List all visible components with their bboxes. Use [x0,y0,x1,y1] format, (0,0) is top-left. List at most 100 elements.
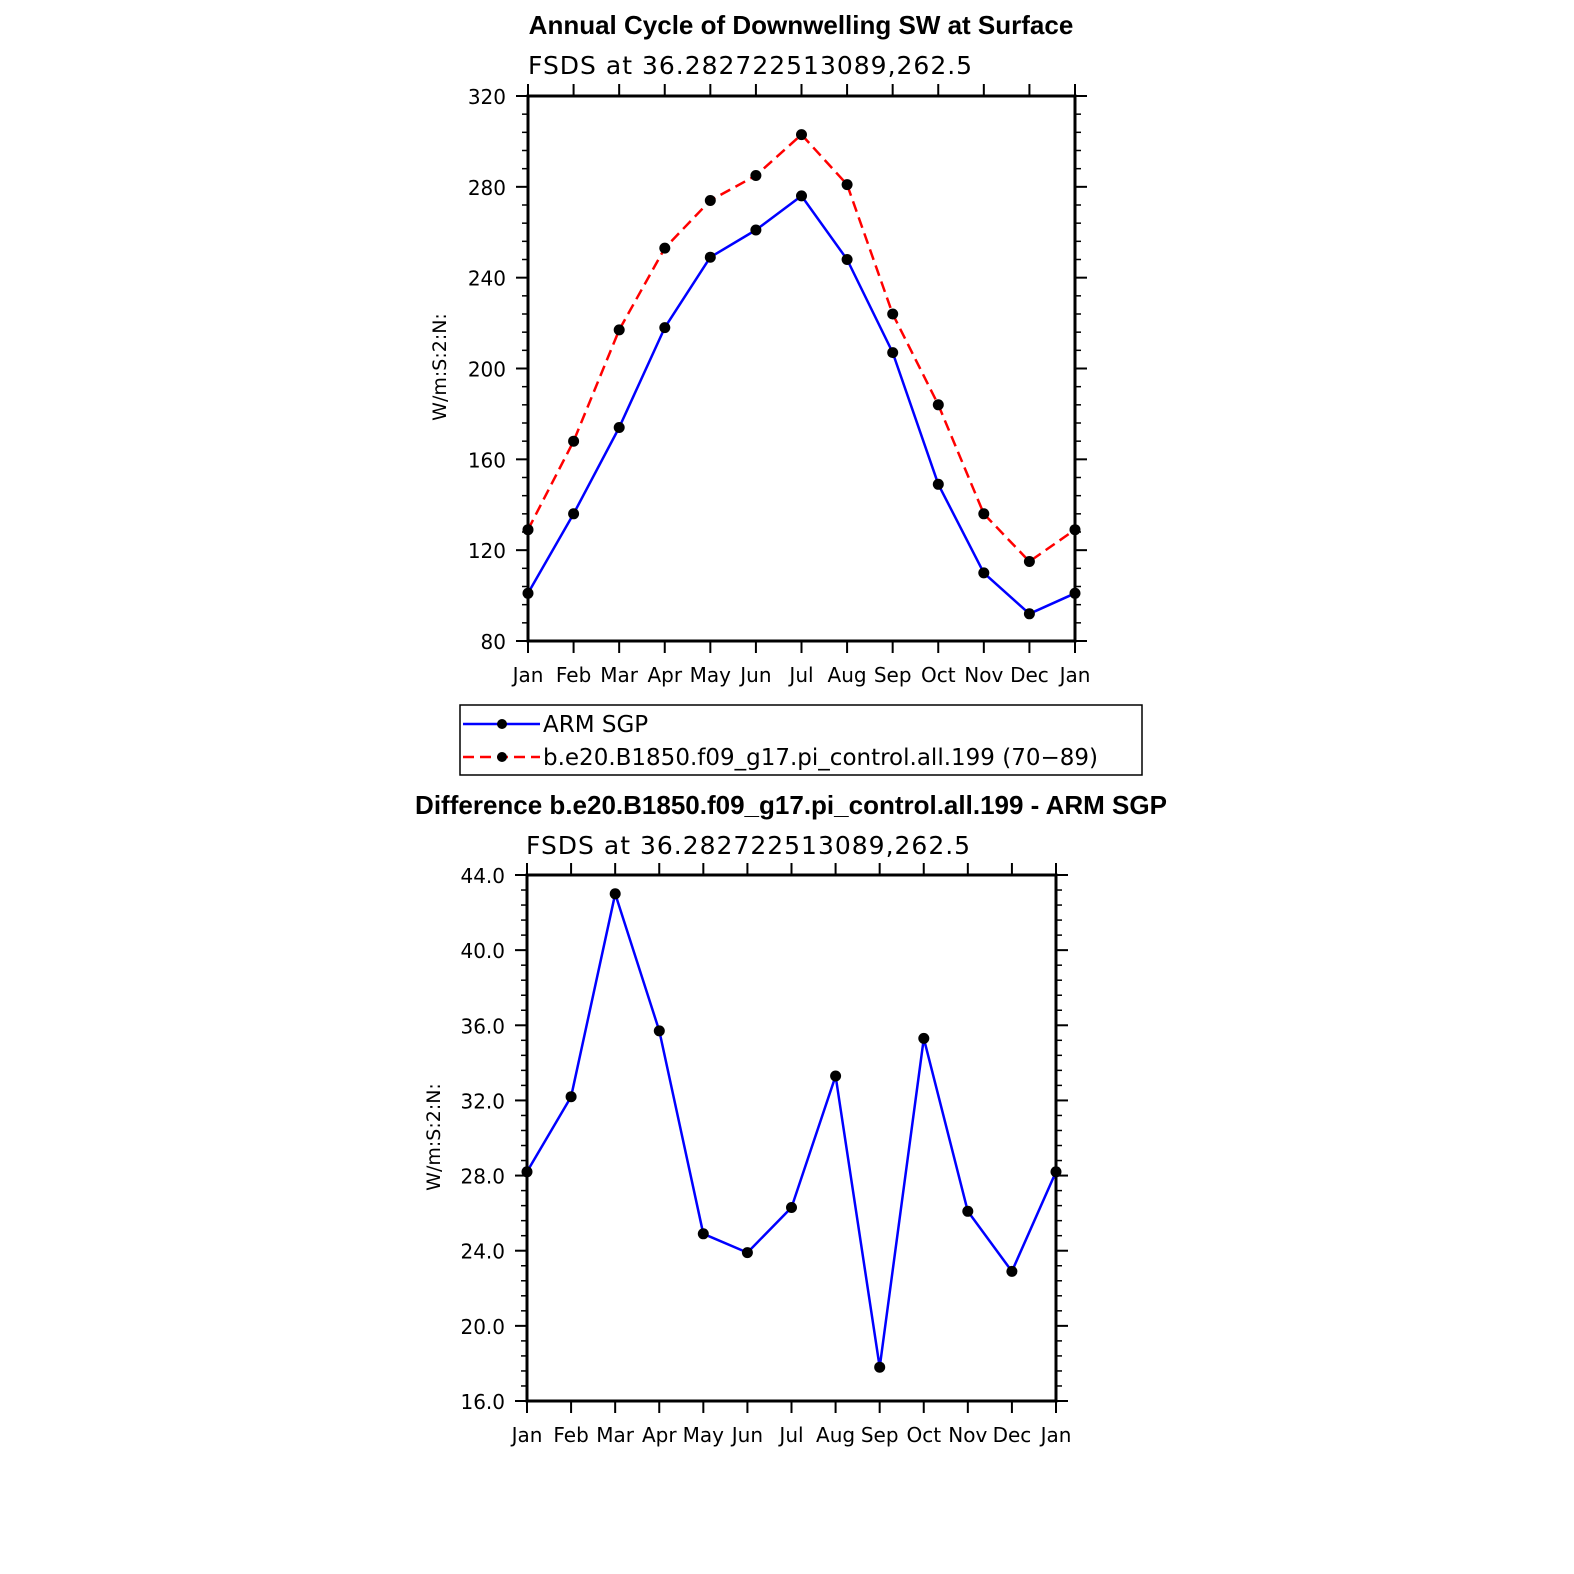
y-tick-label: 160 [468,448,506,472]
data-point [874,1361,886,1373]
chart-title: Difference b.e20.B1850.f09_g17.pi_contro… [415,790,1167,820]
y-tick-label: 20.0 [460,1315,505,1339]
x-tick-label: May [683,1423,725,1447]
data-point [841,179,853,191]
x-tick-label: Sep [874,663,912,687]
x-tick-label: Jul [787,663,813,687]
y-axis-label: W/m:S:2:N: [423,1083,445,1191]
x-tick-label: Oct [906,1423,941,1447]
data-point [522,587,534,599]
data-point [659,322,671,334]
data-point [741,1247,753,1259]
data-point [565,1091,577,1103]
data-point [841,254,853,265]
series-lines [521,888,1062,1373]
series-line-0 [525,892,1058,1369]
series-lines [522,129,1081,620]
data-point [609,888,621,900]
y-tick-labels: 16.0 20.0 24.0 28.0 32.0 36.0 40.0 44.0 [460,864,505,1414]
data-point [932,478,944,490]
data-point [786,1202,797,1213]
data-point [613,324,625,336]
x-tick-label: Aug [816,1423,855,1447]
data-point [1006,1265,1018,1277]
data-point [653,1025,665,1037]
y-tick-label: 32.0 [460,1089,505,1113]
data-point [1069,587,1081,599]
data-point [568,435,580,447]
data-point [796,129,807,141]
plot-frame [525,873,1058,1403]
data-point [978,508,990,520]
data-point [704,251,716,263]
data-point [932,399,944,411]
chart-subtitle: FSDS at 36.282722513089,262.5 [528,51,973,80]
x-tick-label: Feb [553,1423,588,1447]
y-tick-label: 44.0 [460,864,505,888]
y-tick-label: 320 [468,85,506,109]
data-point [521,1166,533,1178]
x-tick-label: Jan [511,663,544,687]
data-point [659,242,671,254]
x-tick-label: Jun [730,1423,763,1447]
x-tick-label: Jul [777,1423,803,1447]
x-tick-label: Apr [647,663,682,687]
y-tick-label: 80 [481,630,506,654]
y-tick-label: 200 [468,358,506,382]
series-line-0 [526,194,1076,616]
x-tick-labels: Jan Feb Mar Apr May Jun Jul Aug Sep Oct Nov Dec Jan [511,663,1091,687]
data-point [1050,1166,1062,1178]
data-point [1023,608,1035,620]
tick-marks [515,863,1068,1413]
x-tick-label: May [690,663,732,687]
x-tick-label: Jan [1058,663,1091,687]
data-point [568,508,580,520]
x-tick-label: Jun [738,663,771,687]
legend-box [459,704,1143,776]
data-point [978,567,990,579]
x-tick-label: Sep [861,1423,899,1447]
data-point [613,422,625,433]
data-point [522,524,534,536]
data-point [962,1205,974,1217]
x-tick-label: Jan [510,1423,543,1447]
legend-label-arm-sgp: ARM SGP [543,712,648,738]
data-point [750,224,762,236]
legend: ARM SGP b.e20.B1850.f09_g17.pi_control.a… [459,704,1143,776]
y-axis-label: W/m:S:2:N: [429,313,451,421]
x-tick-label: Aug [828,663,867,687]
x-tick-label: Oct [921,663,956,687]
data-point [918,1032,930,1044]
y-tick-label: 36.0 [460,1014,505,1038]
y-tick-labels: 80 120 160 200 240 280 320 [468,85,506,654]
y-tick-label: 240 [468,267,506,291]
y-tick-label: 16.0 [460,1390,505,1414]
legend-marker-arm-sgp [497,719,507,729]
chart-title: Annual Cycle of Downwelling SW at Surfac… [529,10,1074,40]
x-tick-label: Apr [642,1423,677,1447]
data-point [887,347,899,359]
x-tick-label: Dec [1010,663,1049,687]
y-tick-label: 24.0 [460,1240,505,1264]
y-tick-label: 280 [468,176,506,200]
data-point [887,308,899,320]
legend-label-model: b.e20.B1850.f09_g17.pi_control.all.199 (… [543,745,1098,771]
data-point [704,195,716,206]
x-tick-label: Dec [993,1423,1032,1447]
legend-marker-model [497,752,507,762]
x-tick-label: Nov [948,1423,987,1447]
data-point [830,1070,842,1082]
y-tick-label: 40.0 [460,939,505,963]
chart-subtitle: FSDS at 36.282722513089,262.5 [526,831,971,860]
x-tick-label: Jan [1039,1423,1072,1447]
x-tick-labels: Jan Feb Mar Apr May Jun Jul Aug Sep Oct Nov Dec Jan [510,1423,1072,1447]
x-tick-label: Mar [600,663,639,687]
x-tick-label: Nov [964,663,1003,687]
data-point [1023,556,1035,567]
y-tick-label: 120 [468,539,506,563]
data-point [697,1228,709,1240]
x-tick-label: Feb [556,663,591,687]
data-point [750,170,762,181]
tick-marks [516,84,1087,653]
